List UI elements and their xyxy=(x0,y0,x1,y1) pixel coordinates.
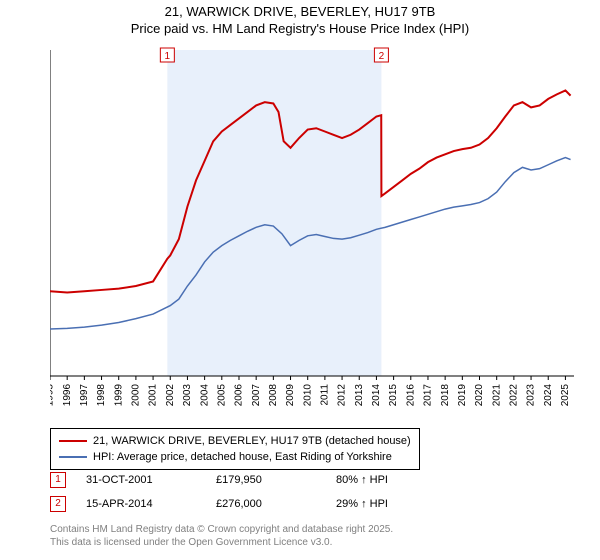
transaction-date-1: 31-OCT-2001 xyxy=(86,474,216,486)
footer-line2: This data is licensed under the Open Gov… xyxy=(50,537,393,550)
transaction-date-2: 15-APR-2014 xyxy=(86,498,216,510)
svg-text:2025: 2025 xyxy=(560,384,571,407)
svg-text:2019: 2019 xyxy=(457,384,468,407)
chart-title: 21, WARWICK DRIVE, BEVERLEY, HU17 9TB Pr… xyxy=(0,0,600,38)
svg-text:2017: 2017 xyxy=(423,384,434,407)
title-address: 21, WARWICK DRIVE, BEVERLEY, HU17 9TB xyxy=(0,4,600,21)
svg-text:2015: 2015 xyxy=(388,384,399,407)
svg-text:1995: 1995 xyxy=(50,384,56,407)
transaction-marker-2: 2 xyxy=(50,496,66,512)
svg-text:2013: 2013 xyxy=(354,384,365,407)
legend-swatch-property xyxy=(59,440,87,442)
transaction-row-2: 2 15-APR-2014 £276,000 29% ↑ HPI xyxy=(50,496,388,512)
legend-swatch-hpi xyxy=(59,456,87,458)
legend: 21, WARWICK DRIVE, BEVERLEY, HU17 9TB (d… xyxy=(50,428,420,470)
svg-text:2005: 2005 xyxy=(216,384,227,407)
svg-text:2006: 2006 xyxy=(234,384,245,407)
title-subtitle: Price paid vs. HM Land Registry's House … xyxy=(0,21,600,38)
svg-text:2007: 2007 xyxy=(251,384,262,407)
transaction-marker-1: 1 xyxy=(50,472,66,488)
svg-text:2003: 2003 xyxy=(182,384,193,407)
svg-text:2016: 2016 xyxy=(405,384,416,407)
svg-text:2014: 2014 xyxy=(371,384,382,407)
svg-text:2002: 2002 xyxy=(165,384,176,407)
svg-text:1: 1 xyxy=(165,51,171,62)
svg-text:1996: 1996 xyxy=(62,384,73,407)
svg-text:2022: 2022 xyxy=(509,384,520,407)
svg-text:1997: 1997 xyxy=(79,384,90,407)
svg-text:2012: 2012 xyxy=(337,384,348,407)
transaction-price-2: £276,000 xyxy=(216,498,336,510)
price-chart: £0£50K£100K£150K£200K£250K£300K£350K£400… xyxy=(50,44,580,420)
transaction-delta-1: 80% ↑ HPI xyxy=(336,474,388,486)
svg-text:2000: 2000 xyxy=(131,384,142,407)
footer-attribution: Contains HM Land Registry data © Crown c… xyxy=(50,524,393,549)
svg-text:1998: 1998 xyxy=(96,384,107,407)
svg-text:2004: 2004 xyxy=(199,384,210,407)
footer-line1: Contains HM Land Registry data © Crown c… xyxy=(50,524,393,537)
legend-label-hpi: HPI: Average price, detached house, East… xyxy=(93,451,392,463)
svg-text:2008: 2008 xyxy=(268,384,279,407)
svg-text:2: 2 xyxy=(379,51,385,62)
legend-label-property: 21, WARWICK DRIVE, BEVERLEY, HU17 9TB (d… xyxy=(93,435,411,447)
svg-text:2023: 2023 xyxy=(526,384,537,407)
svg-text:2001: 2001 xyxy=(148,384,159,407)
svg-text:2020: 2020 xyxy=(474,384,485,407)
legend-item-property: 21, WARWICK DRIVE, BEVERLEY, HU17 9TB (d… xyxy=(59,433,411,449)
svg-text:2009: 2009 xyxy=(285,384,296,407)
svg-text:1999: 1999 xyxy=(113,384,124,407)
transaction-delta-2: 29% ↑ HPI xyxy=(336,498,388,510)
svg-text:2024: 2024 xyxy=(543,384,554,407)
svg-text:2010: 2010 xyxy=(302,384,313,407)
svg-text:2018: 2018 xyxy=(440,384,451,407)
svg-text:2021: 2021 xyxy=(491,384,502,407)
svg-text:2011: 2011 xyxy=(320,384,331,406)
legend-item-hpi: HPI: Average price, detached house, East… xyxy=(59,449,411,465)
transaction-row-1: 1 31-OCT-2001 £179,950 80% ↑ HPI xyxy=(50,472,388,488)
transaction-price-1: £179,950 xyxy=(216,474,336,486)
